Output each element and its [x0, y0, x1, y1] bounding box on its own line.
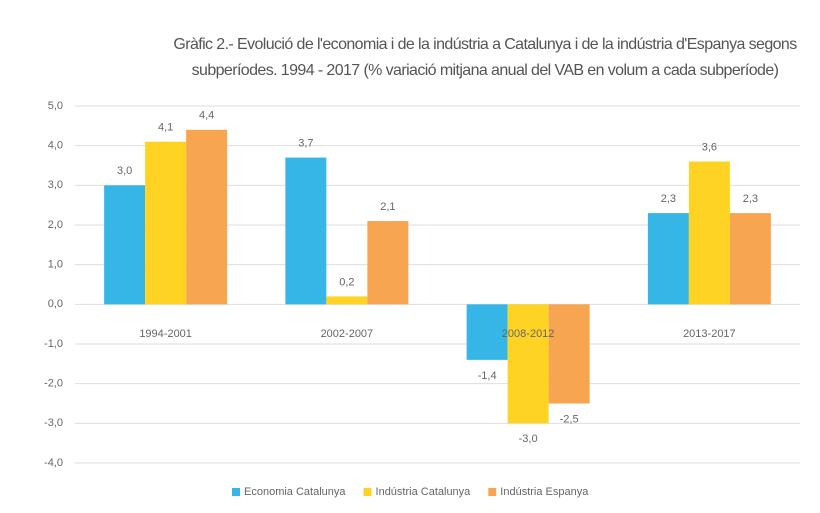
data-label: -2,5 [560, 413, 579, 425]
x-tick-label: 1994-2001 [139, 328, 192, 340]
y-tick-label: 5,0 [48, 100, 63, 112]
legend-label: Indústria Espanya [500, 486, 589, 498]
y-tick-label: 0,0 [48, 298, 63, 310]
y-tick-label: -4,0 [44, 457, 63, 469]
data-label: 3,7 [298, 137, 313, 149]
data-label: -3,0 [519, 433, 538, 445]
y-tick-label: 1,0 [48, 259, 63, 271]
data-label: 2,3 [661, 193, 676, 205]
legend-swatch [363, 488, 372, 496]
bar [647, 213, 689, 305]
bar [507, 304, 549, 424]
data-label: 3,6 [702, 141, 717, 153]
data-label: 2,1 [380, 201, 395, 213]
x-tick-label: 2002-2007 [321, 328, 374, 340]
bar [466, 304, 508, 360]
x-tick-label: 2013-2017 [683, 328, 736, 340]
data-label: 4,4 [199, 110, 214, 122]
legend-label: Economia Catalunya [244, 486, 346, 498]
legend-swatch [232, 488, 240, 496]
y-tick-label: -1,0 [44, 338, 63, 350]
data-label: 2,3 [743, 193, 758, 205]
bar [186, 129, 228, 305]
legend-swatch [488, 488, 497, 496]
y-tick-label: 2,0 [48, 219, 63, 231]
bar [326, 296, 368, 305]
x-tick-label: 2008-2012 [502, 328, 555, 340]
legend-label: Indústria Catalunya [376, 486, 472, 498]
bar [145, 141, 187, 305]
bar [285, 157, 327, 305]
bar [688, 161, 730, 305]
bar [367, 221, 409, 305]
data-label: -1,4 [478, 370, 497, 382]
y-tick-label: -2,0 [44, 378, 63, 390]
bar [104, 185, 146, 305]
y-tick-label: -3,0 [44, 417, 63, 429]
y-tick-label: 4,0 [48, 140, 63, 152]
bar [729, 213, 771, 305]
data-label: 4,1 [158, 122, 173, 134]
bar [548, 304, 590, 404]
y-tick-label: 3,0 [48, 179, 63, 191]
data-label: 3,0 [117, 165, 132, 177]
data-label: 0,2 [339, 276, 354, 288]
chart-title: Gràfic 2.- Evolució de l'economia i de l… [173, 36, 797, 79]
